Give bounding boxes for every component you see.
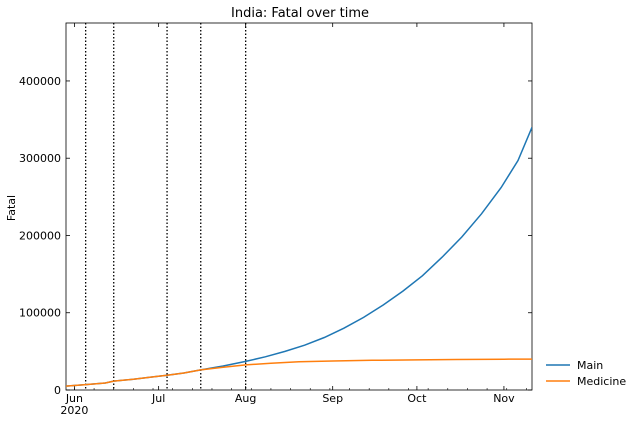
y-tick-label-200000: 200000 (19, 229, 61, 242)
legend: Main Medicine (546, 359, 626, 388)
x-tick-label-oct: Oct (407, 392, 427, 405)
chart-title: India: Fatal over time (231, 6, 369, 21)
y-axis-label: Fatal (5, 195, 18, 221)
y-tick-label-0: 0 (54, 384, 61, 397)
legend-label-main: Main (577, 359, 603, 372)
x-tick-label-jun: Jun (65, 392, 83, 405)
legend-label-medicine: Medicine (577, 375, 626, 388)
x-tick-label-aug: Aug (235, 392, 256, 405)
series-line-medicine (66, 358, 532, 387)
y-tick-label-100000: 100000 (19, 307, 61, 320)
x-tick-label-nov: Nov (493, 392, 515, 405)
y-tick-label-400000: 400000 (19, 75, 61, 88)
plot-frame (65, 22, 533, 391)
x-tick-label-jul: Jul (151, 392, 165, 405)
y-tick-label-300000: 300000 (19, 152, 61, 165)
x-tick-sublabel-jun: 2020 (60, 404, 88, 417)
x-tick-label-sep: Sep (322, 392, 343, 405)
series-line-main (66, 127, 532, 387)
